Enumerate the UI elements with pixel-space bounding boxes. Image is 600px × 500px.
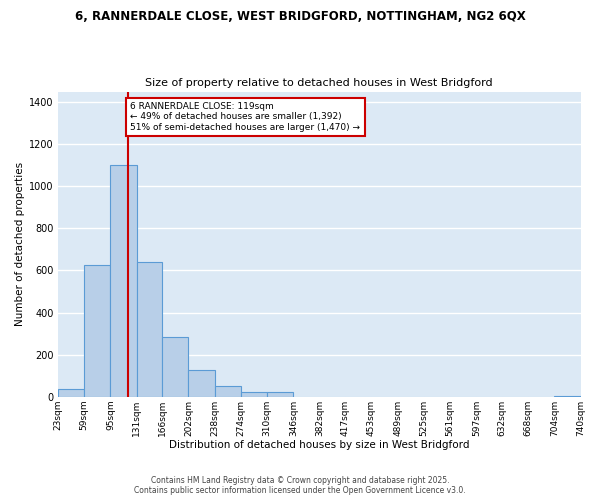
Text: 6, RANNERDALE CLOSE, WEST BRIDGFORD, NOTTINGHAM, NG2 6QX: 6, RANNERDALE CLOSE, WEST BRIDGFORD, NOT… [74, 10, 526, 23]
Bar [110, 165, 137, 396]
Title: Size of property relative to detached houses in West Bridgford: Size of property relative to detached ho… [145, 78, 493, 88]
Bar [241, 392, 267, 396]
Bar [215, 386, 241, 396]
Bar [267, 392, 293, 396]
Y-axis label: Number of detached properties: Number of detached properties [15, 162, 25, 326]
Text: 6 RANNERDALE CLOSE: 119sqm
← 49% of detached houses are smaller (1,392)
51% of s: 6 RANNERDALE CLOSE: 119sqm ← 49% of deta… [130, 102, 360, 132]
X-axis label: Distribution of detached houses by size in West Bridgford: Distribution of detached houses by size … [169, 440, 469, 450]
Bar [84, 265, 110, 396]
Bar [162, 336, 188, 396]
Bar [137, 262, 162, 396]
Text: Contains HM Land Registry data © Crown copyright and database right 2025.
Contai: Contains HM Land Registry data © Crown c… [134, 476, 466, 495]
Bar [188, 370, 215, 396]
Bar [58, 390, 84, 396]
